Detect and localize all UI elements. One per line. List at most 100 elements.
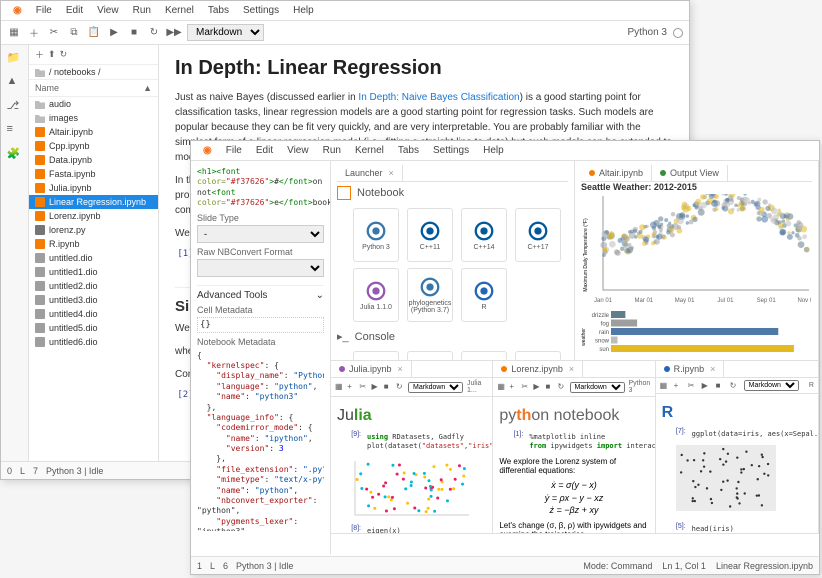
- file-item[interactable]: Fasta.ipynb: [29, 167, 158, 181]
- menu-help[interactable]: Help: [477, 143, 510, 158]
- cut-icon[interactable]: ✂: [359, 382, 367, 392]
- save-icon[interactable]: ▦: [7, 26, 21, 40]
- menu-tabs[interactable]: Tabs: [202, 3, 235, 18]
- file-item[interactable]: Data.ipynb: [29, 153, 158, 167]
- kernel-card[interactable]: Python 3: [353, 208, 399, 262]
- file-item[interactable]: Julia.ipynb: [29, 181, 158, 195]
- extension-icon[interactable]: 🧩: [7, 147, 23, 163]
- kernel-indicator[interactable]: Python 3: [628, 27, 667, 38]
- restart-icon[interactable]: ↻: [147, 26, 161, 40]
- cell-type-select[interactable]: Markdown: [744, 380, 799, 391]
- advanced-tools-header[interactable]: Advanced Tools⌄: [197, 285, 324, 301]
- menu-settings[interactable]: Settings: [427, 143, 475, 158]
- code-content[interactable]: eigen(x): [367, 527, 401, 533]
- menu-edit[interactable]: Edit: [60, 3, 89, 18]
- restart-icon[interactable]: ↻: [396, 382, 404, 392]
- stop-icon[interactable]: ■: [384, 382, 392, 392]
- close-icon[interactable]: ×: [569, 364, 574, 374]
- file-item[interactable]: untitled4.dio: [29, 307, 158, 321]
- kernel-card[interactable]: Python 3: [353, 351, 399, 361]
- add-icon[interactable]: +: [674, 381, 684, 391]
- run-icon[interactable]: ▶: [107, 26, 121, 40]
- kernel-card[interactable]: C++17: [515, 351, 561, 361]
- add-icon[interactable]: +: [509, 382, 517, 392]
- file-item[interactable]: untitled1.dio: [29, 265, 158, 279]
- doc-link[interactable]: In Depth: Naive Bayes Classification: [358, 92, 519, 103]
- kernel-name[interactable]: Python 3: [629, 380, 651, 394]
- kernel-card[interactable]: C++11: [407, 351, 453, 361]
- tab-r[interactable]: R.ipynb×: [656, 361, 725, 377]
- menu-kernel[interactable]: Kernel: [349, 143, 390, 158]
- kernel-card[interactable]: C++14: [461, 351, 507, 361]
- cut-icon[interactable]: ✂: [47, 26, 61, 40]
- code-content[interactable]: ggplot(data=iris, aes(x=Sepal.Len: [692, 430, 818, 439]
- file-item[interactable]: lorenz.py: [29, 223, 158, 237]
- tab-launcher[interactable]: Launcher×: [337, 165, 403, 181]
- code-content[interactable]: %matplotlib inline from ipywidgets impor…: [529, 433, 655, 451]
- stop-icon[interactable]: ■: [127, 26, 141, 40]
- paste-icon[interactable]: 📋: [87, 26, 101, 40]
- file-item[interactable]: untitled6.dio: [29, 335, 158, 349]
- save-icon[interactable]: ▦: [335, 382, 343, 392]
- nbconvert-select[interactable]: [197, 259, 324, 277]
- slide-type-select[interactable]: -: [197, 225, 324, 243]
- menu-file[interactable]: File: [220, 143, 248, 158]
- file-item[interactable]: Altair.ipynb: [29, 125, 158, 139]
- kernel-card[interactable]: R: [461, 268, 507, 322]
- code-content[interactable]: head(iris): [692, 525, 734, 533]
- folder-icon[interactable]: 📁: [7, 51, 23, 67]
- kernel-card[interactable]: C++11: [407, 208, 453, 262]
- tab-output-view[interactable]: Output View: [652, 165, 728, 181]
- file-item[interactable]: untitled3.dio: [29, 293, 158, 307]
- upload-icon[interactable]: ⬆: [48, 49, 56, 60]
- file-item[interactable]: untitled5.dio: [29, 321, 158, 335]
- stop-icon[interactable]: ■: [716, 381, 726, 391]
- breadcrumb[interactable]: / notebooks /: [29, 65, 158, 80]
- menu-run[interactable]: Run: [317, 143, 347, 158]
- cut-icon[interactable]: ✂: [688, 381, 698, 391]
- file-item[interactable]: Lorenz.ipynb: [29, 209, 158, 223]
- close-icon[interactable]: ×: [710, 364, 715, 374]
- status-kernel[interactable]: Python 3 | Idle: [236, 561, 293, 571]
- file-item[interactable]: untitled2.dio: [29, 279, 158, 293]
- restart-icon[interactable]: ↻: [557, 382, 565, 392]
- stop-icon[interactable]: ■: [545, 382, 553, 392]
- kernel-card[interactable]: phylogenetics (Python 3.7): [407, 268, 453, 322]
- file-item[interactable]: untitled.dio: [29, 251, 158, 265]
- cut-icon[interactable]: ✂: [521, 382, 529, 392]
- cell-type-select[interactable]: Markdown: [187, 24, 264, 41]
- save-icon[interactable]: ▦: [660, 381, 670, 391]
- add-icon[interactable]: +: [347, 382, 355, 392]
- cell-metadata-value[interactable]: {}: [197, 317, 324, 333]
- close-icon[interactable]: ×: [389, 168, 394, 178]
- kernel-card[interactable]: C++14: [461, 208, 507, 262]
- tabs-icon[interactable]: ≡: [7, 123, 23, 139]
- file-item[interactable]: Linear Regression.ipynb: [29, 195, 158, 209]
- code-content[interactable]: using RDatasets, Gadfly plot(dataset("da…: [367, 433, 493, 451]
- tab-julia[interactable]: Julia.ipynb×: [331, 361, 412, 377]
- cell-type-select[interactable]: Markdown: [408, 382, 463, 393]
- menu-edit[interactable]: Edit: [250, 143, 279, 158]
- menu-file[interactable]: File: [30, 3, 58, 18]
- file-item[interactable]: images: [29, 111, 158, 125]
- restart-icon[interactable]: ↻: [730, 381, 740, 391]
- file-item[interactable]: R.ipynb: [29, 237, 158, 251]
- menu-view[interactable]: View: [91, 3, 125, 18]
- fastforward-icon[interactable]: ▶▶: [167, 26, 181, 40]
- kernel-name[interactable]: R: [809, 382, 814, 389]
- menu-kernel[interactable]: Kernel: [159, 3, 200, 18]
- notebook-metadata-json[interactable]: { "kernelspec": { "display_name": "Pytho…: [197, 351, 324, 531]
- tab-lorenz[interactable]: Lorenz.ipynb×: [493, 361, 583, 377]
- cell-type-select[interactable]: Markdown: [570, 382, 625, 393]
- copy-icon[interactable]: ⧉: [67, 26, 81, 40]
- commands-icon[interactable]: ⎇: [7, 99, 23, 115]
- refresh-icon[interactable]: ↻: [60, 49, 68, 60]
- status-kernel[interactable]: Python 3 | Idle: [46, 466, 103, 476]
- run-icon[interactable]: ▶: [533, 382, 541, 392]
- add-icon[interactable]: ＋: [27, 26, 41, 40]
- menu-view[interactable]: View: [281, 143, 315, 158]
- menu-tabs[interactable]: Tabs: [392, 143, 425, 158]
- file-item[interactable]: Cpp.ipynb: [29, 139, 158, 153]
- menu-settings[interactable]: Settings: [237, 3, 285, 18]
- close-icon[interactable]: ×: [398, 364, 403, 374]
